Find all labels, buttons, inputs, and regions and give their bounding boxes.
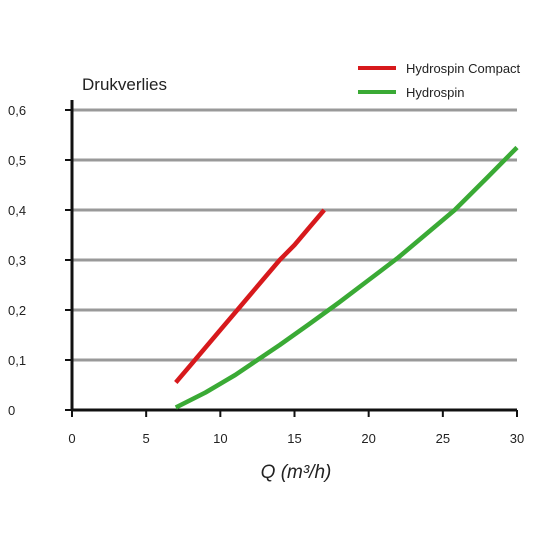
x-tick-label: 25: [436, 431, 450, 446]
x-tick-label: 30: [510, 431, 524, 446]
y-tick-label: 0,4: [8, 203, 26, 218]
y-tick-label: 0,5: [8, 153, 26, 168]
x-tick-label: 20: [361, 431, 375, 446]
legend-label: Hydrospin Compact: [406, 61, 521, 76]
grid-lines: [72, 110, 517, 360]
y-tick-label: 0: [8, 403, 15, 418]
series-line-hydrospin: [176, 148, 517, 408]
x-tick-label: 15: [287, 431, 301, 446]
x-tick-label: 10: [213, 431, 227, 446]
y-tick-label: 0,1: [8, 353, 26, 368]
series-line-hydrospin-compact: [176, 210, 324, 383]
legend-label: Hydrospin: [406, 85, 465, 100]
y-tick-label: 0,3: [8, 253, 26, 268]
y-tick-label: 0,2: [8, 303, 26, 318]
y-axis-label: Drukverlies: [82, 75, 167, 94]
legend: Hydrospin Compact Hydrospin: [358, 61, 521, 100]
series-lines: [176, 147, 517, 407]
x-axis-label: Q (m³/h): [261, 462, 332, 483]
x-tick-label: 0: [68, 431, 75, 446]
x-tick-label: 5: [143, 431, 150, 446]
y-tick-label: 0,6: [8, 103, 26, 118]
